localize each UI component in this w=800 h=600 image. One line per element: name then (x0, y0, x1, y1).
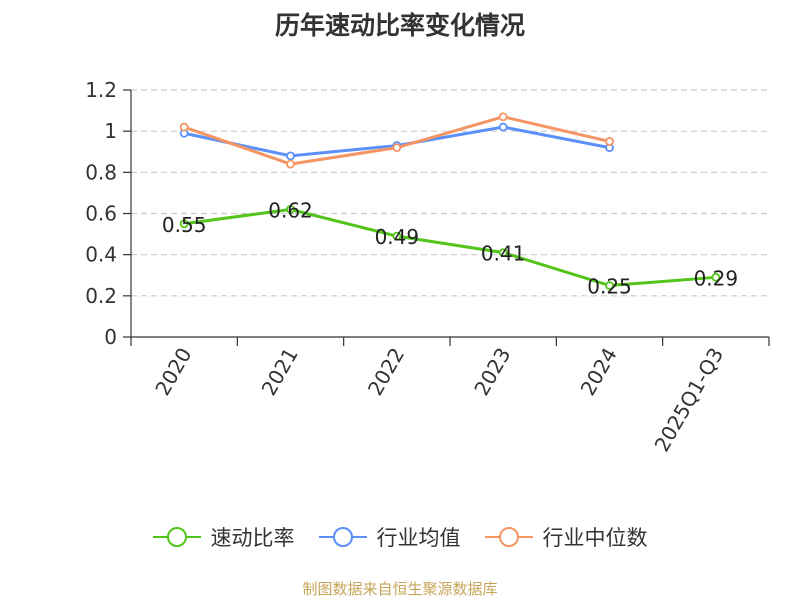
legend: 速动比率 行业均值 行业中位数 (0, 520, 800, 554)
data-point-quick-ratio (498, 248, 508, 258)
data-point-quick-ratio (711, 272, 721, 282)
legend-marker-industry-average (318, 527, 367, 547)
legend-label-industry-average: 行业均值 (376, 526, 461, 550)
x-tick-label: 2025Q1-Q3 (649, 344, 728, 456)
chart-title: 历年速动比率变化情况 (274, 11, 525, 40)
data-point-industry-median (392, 143, 402, 153)
data-point-industry-average (286, 151, 295, 161)
x-tick-label: 2024 (576, 344, 622, 400)
data-label-quick-ratio: 0.55 (162, 213, 207, 237)
data-point-industry-median (498, 112, 508, 122)
data-point-industry-median (179, 122, 189, 132)
y-tick-label: 1.2 (85, 78, 117, 102)
data-label-quick-ratio: 0.29 (694, 266, 739, 290)
legend-item-industry-average[interactable]: 行业均值 (318, 522, 461, 552)
x-tick-label: 2023 (469, 343, 515, 399)
data-label-quick-ratio: 0.49 (375, 225, 420, 249)
data-point-quick-ratio (392, 231, 402, 241)
legend-item-industry-median[interactable]: 行业中位数 (484, 522, 648, 552)
legend-label-industry-median: 行业中位数 (542, 526, 648, 550)
data-source-note: 制图数据来自恒生聚源数据库 (302, 580, 498, 598)
series-line-quick-ratio (183, 207, 716, 288)
y-tick-label: 0.4 (85, 243, 117, 267)
data-label-quick-ratio: 0.41 (481, 242, 526, 266)
data-point-industry-median (605, 137, 614, 146)
x-tick-label: 2022 (363, 344, 409, 400)
series-line-industry-median (183, 115, 610, 166)
legend-marker-industry-median (484, 527, 533, 547)
grid-lines (131, 89, 769, 297)
data-point-industry-average (498, 122, 508, 132)
data-point-quick-ratio (605, 281, 614, 290)
data-point-quick-ratio (286, 204, 295, 214)
x-tick-label: 2020 (150, 344, 196, 400)
series-lines (179, 112, 721, 290)
y-tick-label: 0.6 (85, 202, 117, 226)
data-label-quick-ratio: 0.25 (587, 275, 632, 299)
y-tick-label: 0 (104, 325, 117, 349)
y-tick-label: 0.2 (85, 284, 117, 308)
x-tick-label: 2021 (257, 344, 303, 400)
data-point-quick-ratio (179, 219, 189, 229)
legend-label-quick-ratio: 速动比率 (210, 526, 295, 550)
legend-item-quick-ratio[interactable]: 速动比率 (152, 522, 295, 552)
y-tick-label: 0.8 (85, 160, 117, 184)
data-point-industry-median (286, 159, 295, 169)
y-tick-label: 1 (104, 119, 117, 143)
data-label-quick-ratio: 0.62 (268, 198, 313, 222)
data-labels: 0.55 0.62 0.49 0.41 0.25 0.29 (162, 198, 738, 298)
legend-marker-quick-ratio (152, 527, 201, 547)
